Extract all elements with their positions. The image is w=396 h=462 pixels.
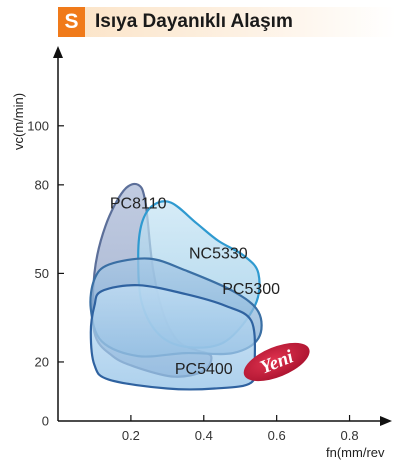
- x-axis-label: fn(mm/rev: [326, 445, 385, 460]
- x-tick-label: 0.6: [268, 428, 286, 443]
- tick-layer: 0.2 0.4 0.6 0.8 0 20 50 80 100: [27, 118, 358, 443]
- section-header: S Isıya Dayanıklı Alaşım: [58, 7, 396, 37]
- y-tick-label: 100: [27, 118, 49, 133]
- x-tick-label: 0.8: [341, 428, 359, 443]
- region-label-pc8110: PC8110: [110, 195, 167, 212]
- y-tick-label: 80: [35, 177, 49, 192]
- y-axis-arrow: [53, 46, 63, 58]
- x-tick-label: 0.2: [122, 428, 140, 443]
- region-label-pc5400: PC5400: [175, 361, 233, 378]
- region-layer: [89, 182, 263, 391]
- axes: [53, 46, 392, 426]
- y-tick-label: 20: [35, 354, 49, 369]
- y-tick-label: 0: [42, 414, 49, 429]
- section-title: Isıya Dayanıklı Alaşım: [95, 11, 293, 32]
- x-axis-arrow: [380, 416, 392, 426]
- region-label-layer: PC8110 NC5330 PC5300 PC5400: [110, 195, 280, 377]
- new-badge-shape: [243, 342, 310, 382]
- x-tick-label: 0.4: [195, 428, 213, 443]
- region-label-nc5330: NC5330: [189, 246, 248, 263]
- section-badge: S: [58, 7, 85, 37]
- y-axis-label: vc(m/min): [11, 93, 26, 150]
- region-label-pc5300: PC5300: [222, 281, 280, 298]
- region-pc5400: [89, 284, 257, 391]
- y-tick-label: 50: [35, 266, 49, 281]
